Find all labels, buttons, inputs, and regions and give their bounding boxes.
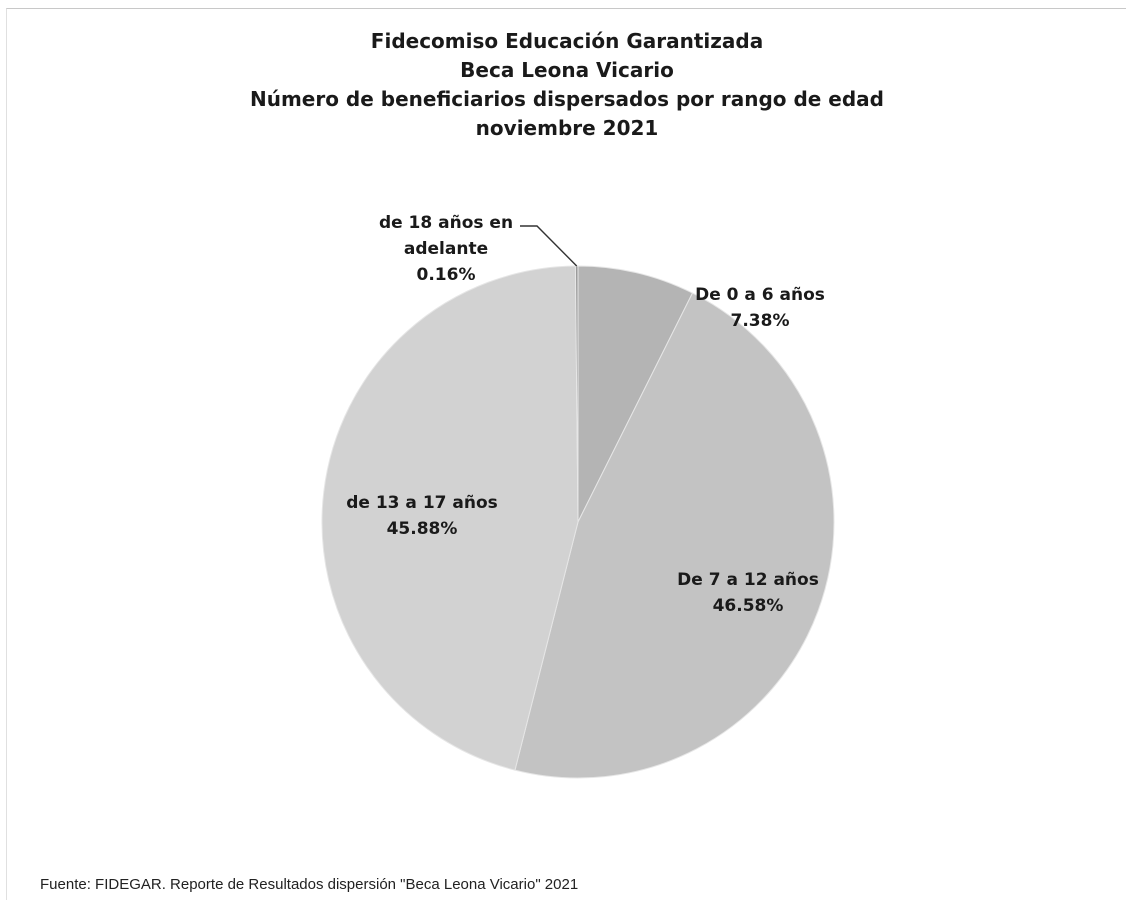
slice-label-2-line-2: 46.58%: [713, 596, 784, 616]
chart-title: Fidecomiso Educación Garantizada Beca Le…: [0, 27, 1134, 143]
source-note: Fuente: FIDEGAR. Reporte de Resultados d…: [40, 876, 579, 893]
pie-slice-2: [514, 292, 835, 779]
slice-label-1-line-1: De 0 a 6 años: [695, 285, 825, 305]
chart-title-line-4: noviembre 2021: [475, 116, 659, 140]
slice-label-2: De 7 a 12 años 46.58%: [677, 570, 819, 616]
slice-label-1: De 0 a 6 años 7.38%: [695, 285, 825, 331]
chart-title-line-2: Beca Leona Vicario: [460, 58, 674, 82]
slice-label-3-line-2: 45.88%: [387, 519, 458, 539]
leader-line: [520, 225, 578, 267]
slice-label-4-line-3: 0.16%: [417, 265, 476, 285]
slice-label-4-line-2: adelante: [404, 239, 488, 259]
slice-label-1-line-2: 7.38%: [731, 311, 790, 331]
chart-title-line-3: Número de beneficiarios dispersados por …: [249, 87, 884, 111]
pie-slice-1: [577, 265, 694, 523]
slice-label-4: de 18 años en adelante 0.16%: [379, 213, 513, 285]
pie-slice-3: [321, 265, 579, 771]
chart-title-line-1: Fidecomiso Educación Garantizada: [370, 29, 764, 53]
pie-slices: [321, 265, 835, 779]
slice-label-3: de 13 a 17 años 45.88%: [346, 493, 498, 539]
pie-labels: De 0 a 6 años 7.38% De 7 a 12 años 46.58% de…: [346, 213, 825, 616]
slice-label-3-line-1: de 13 a 17 años: [346, 493, 498, 513]
slice-label-4-line-1: de 18 años en: [379, 213, 513, 233]
slice-label-2-line-1: De 7 a 12 años: [677, 570, 819, 590]
